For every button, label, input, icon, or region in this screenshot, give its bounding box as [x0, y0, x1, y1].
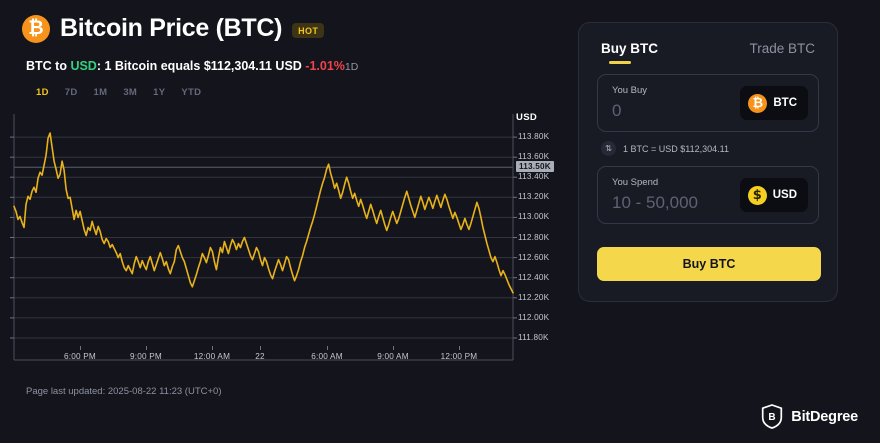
tab-buy-btc[interactable]: Buy BTC	[601, 41, 658, 64]
x-tick-label: 6:00 AM	[311, 352, 343, 361]
page-title: Bitcoin Price (BTC)	[60, 14, 283, 42]
price-chart-column: ₿ Bitcoin Price (BTC) HOT BTC to USD: 1 …	[0, 0, 565, 397]
range-tab-1m[interactable]: 1M	[93, 87, 108, 98]
you-buy-field[interactable]: You Buy 0 ₿ BTC	[597, 74, 819, 132]
price-summary: BTC to USD: 1 Bitcoin equals $112,304.11…	[0, 43, 565, 73]
y-tick-highlight: 113.50K	[516, 161, 554, 173]
price-change-period: 1D	[344, 61, 359, 73]
y-tick-label: 113.60K	[518, 152, 550, 162]
tab-trade-btc[interactable]: Trade BTC	[749, 41, 815, 56]
x-tick-label: 12:00 AM	[193, 352, 231, 361]
spend-currency-selector[interactable]: $ USD	[739, 178, 808, 212]
chart-axis-unit: USD	[516, 112, 537, 123]
y-tick-label: 113.40K	[518, 172, 550, 182]
y-tick-label: 113.80K	[518, 132, 550, 142]
you-buy-label: You Buy	[612, 85, 648, 96]
spend-currency-label: USD	[772, 189, 797, 201]
bitcoin-icon: ₿	[748, 93, 768, 113]
y-tick-label: 112.40K	[518, 272, 550, 282]
buy-widget: Buy BTC Trade BTC You Buy 0 ₿ BTC ⇅ 1 BT…	[578, 22, 838, 302]
swap-icon[interactable]: ⇅	[601, 141, 616, 156]
x-tick-label: 22	[255, 352, 265, 361]
svg-text:B: B	[769, 412, 776, 423]
brand-name: BitDegree	[791, 408, 858, 425]
bitdegree-shield-icon: B	[762, 404, 783, 429]
exchange-rate-text: 1 BTC = USD $112,304.11	[623, 143, 729, 154]
range-tab-list: 1D 7D 1M 3M 1Y YTD	[0, 73, 565, 98]
chart-x-axis: 6:00 PM 9:00 PM 12:00 AM 22 6:00 AM 9:00 AM 12…	[0, 346, 565, 370]
brand-logo: B BitDegree	[761, 404, 858, 429]
current-price: $112,304.11 USD	[203, 59, 302, 73]
widget-tab-list: Buy BTC Trade BTC	[579, 23, 837, 64]
you-spend-field[interactable]: You Spend 10 - 50,000 $ USD	[597, 166, 819, 224]
price-chart[interactable]: USD 113.80K 113.60K 113.40K 113.20K 113.00K 1…	[0, 108, 565, 373]
y-tick-label: 112.80K	[518, 232, 550, 242]
range-tab-1y[interactable]: 1Y	[153, 87, 166, 98]
page-header: ₿ Bitcoin Price (BTC) HOT	[0, 0, 565, 43]
y-tick-label: 112.00K	[518, 312, 550, 322]
range-tab-7d[interactable]: 7D	[64, 87, 78, 98]
status-badge: HOT	[292, 22, 325, 38]
exchange-rate-row: ⇅ 1 BTC = USD $112,304.11	[579, 132, 837, 156]
y-tick-label: 113.00K	[518, 212, 550, 222]
chart-y-axis: 113.80K 113.60K 113.40K 113.20K 113.00K 112.8…	[516, 108, 565, 373]
buy-currency-label: BTC	[773, 97, 797, 109]
y-tick-label: 112.20K	[518, 292, 550, 302]
range-tab-3m[interactable]: 3M	[123, 87, 138, 98]
chart-canvas	[10, 114, 517, 361]
price-change: -1.01%	[305, 59, 345, 73]
you-spend-label: You Spend	[612, 177, 659, 188]
buy-currency-selector[interactable]: ₿ BTC	[740, 86, 808, 120]
x-tick-label: 9:00 AM	[377, 352, 409, 361]
you-buy-input[interactable]: 0	[612, 101, 622, 120]
pair-prefix: BTC to	[26, 59, 71, 73]
buy-btc-button[interactable]: Buy BTC	[597, 247, 821, 281]
you-spend-input[interactable]: 10 - 50,000	[612, 193, 699, 212]
y-tick-label: 113.20K	[518, 192, 550, 202]
y-tick-label: 112.60K	[518, 252, 550, 262]
range-tab-1d[interactable]: 1D	[36, 87, 49, 98]
x-tick-label: 12:00 PM	[440, 352, 478, 361]
price-separator: : 1 Bitcoin equals	[96, 59, 204, 73]
x-tick-label: 9:00 PM	[130, 352, 162, 361]
range-tab-ytd[interactable]: YTD	[181, 87, 202, 98]
dollar-coin-icon: $	[747, 185, 767, 205]
quote-currency: USD	[70, 59, 97, 73]
bitcoin-icon: ₿	[22, 14, 50, 43]
y-tick-label: 111.80K	[518, 333, 549, 342]
last-updated-text: Page last updated: 2025-08-22 11:23 (UTC…	[26, 386, 222, 397]
x-tick-label: 6:00 PM	[64, 352, 96, 361]
